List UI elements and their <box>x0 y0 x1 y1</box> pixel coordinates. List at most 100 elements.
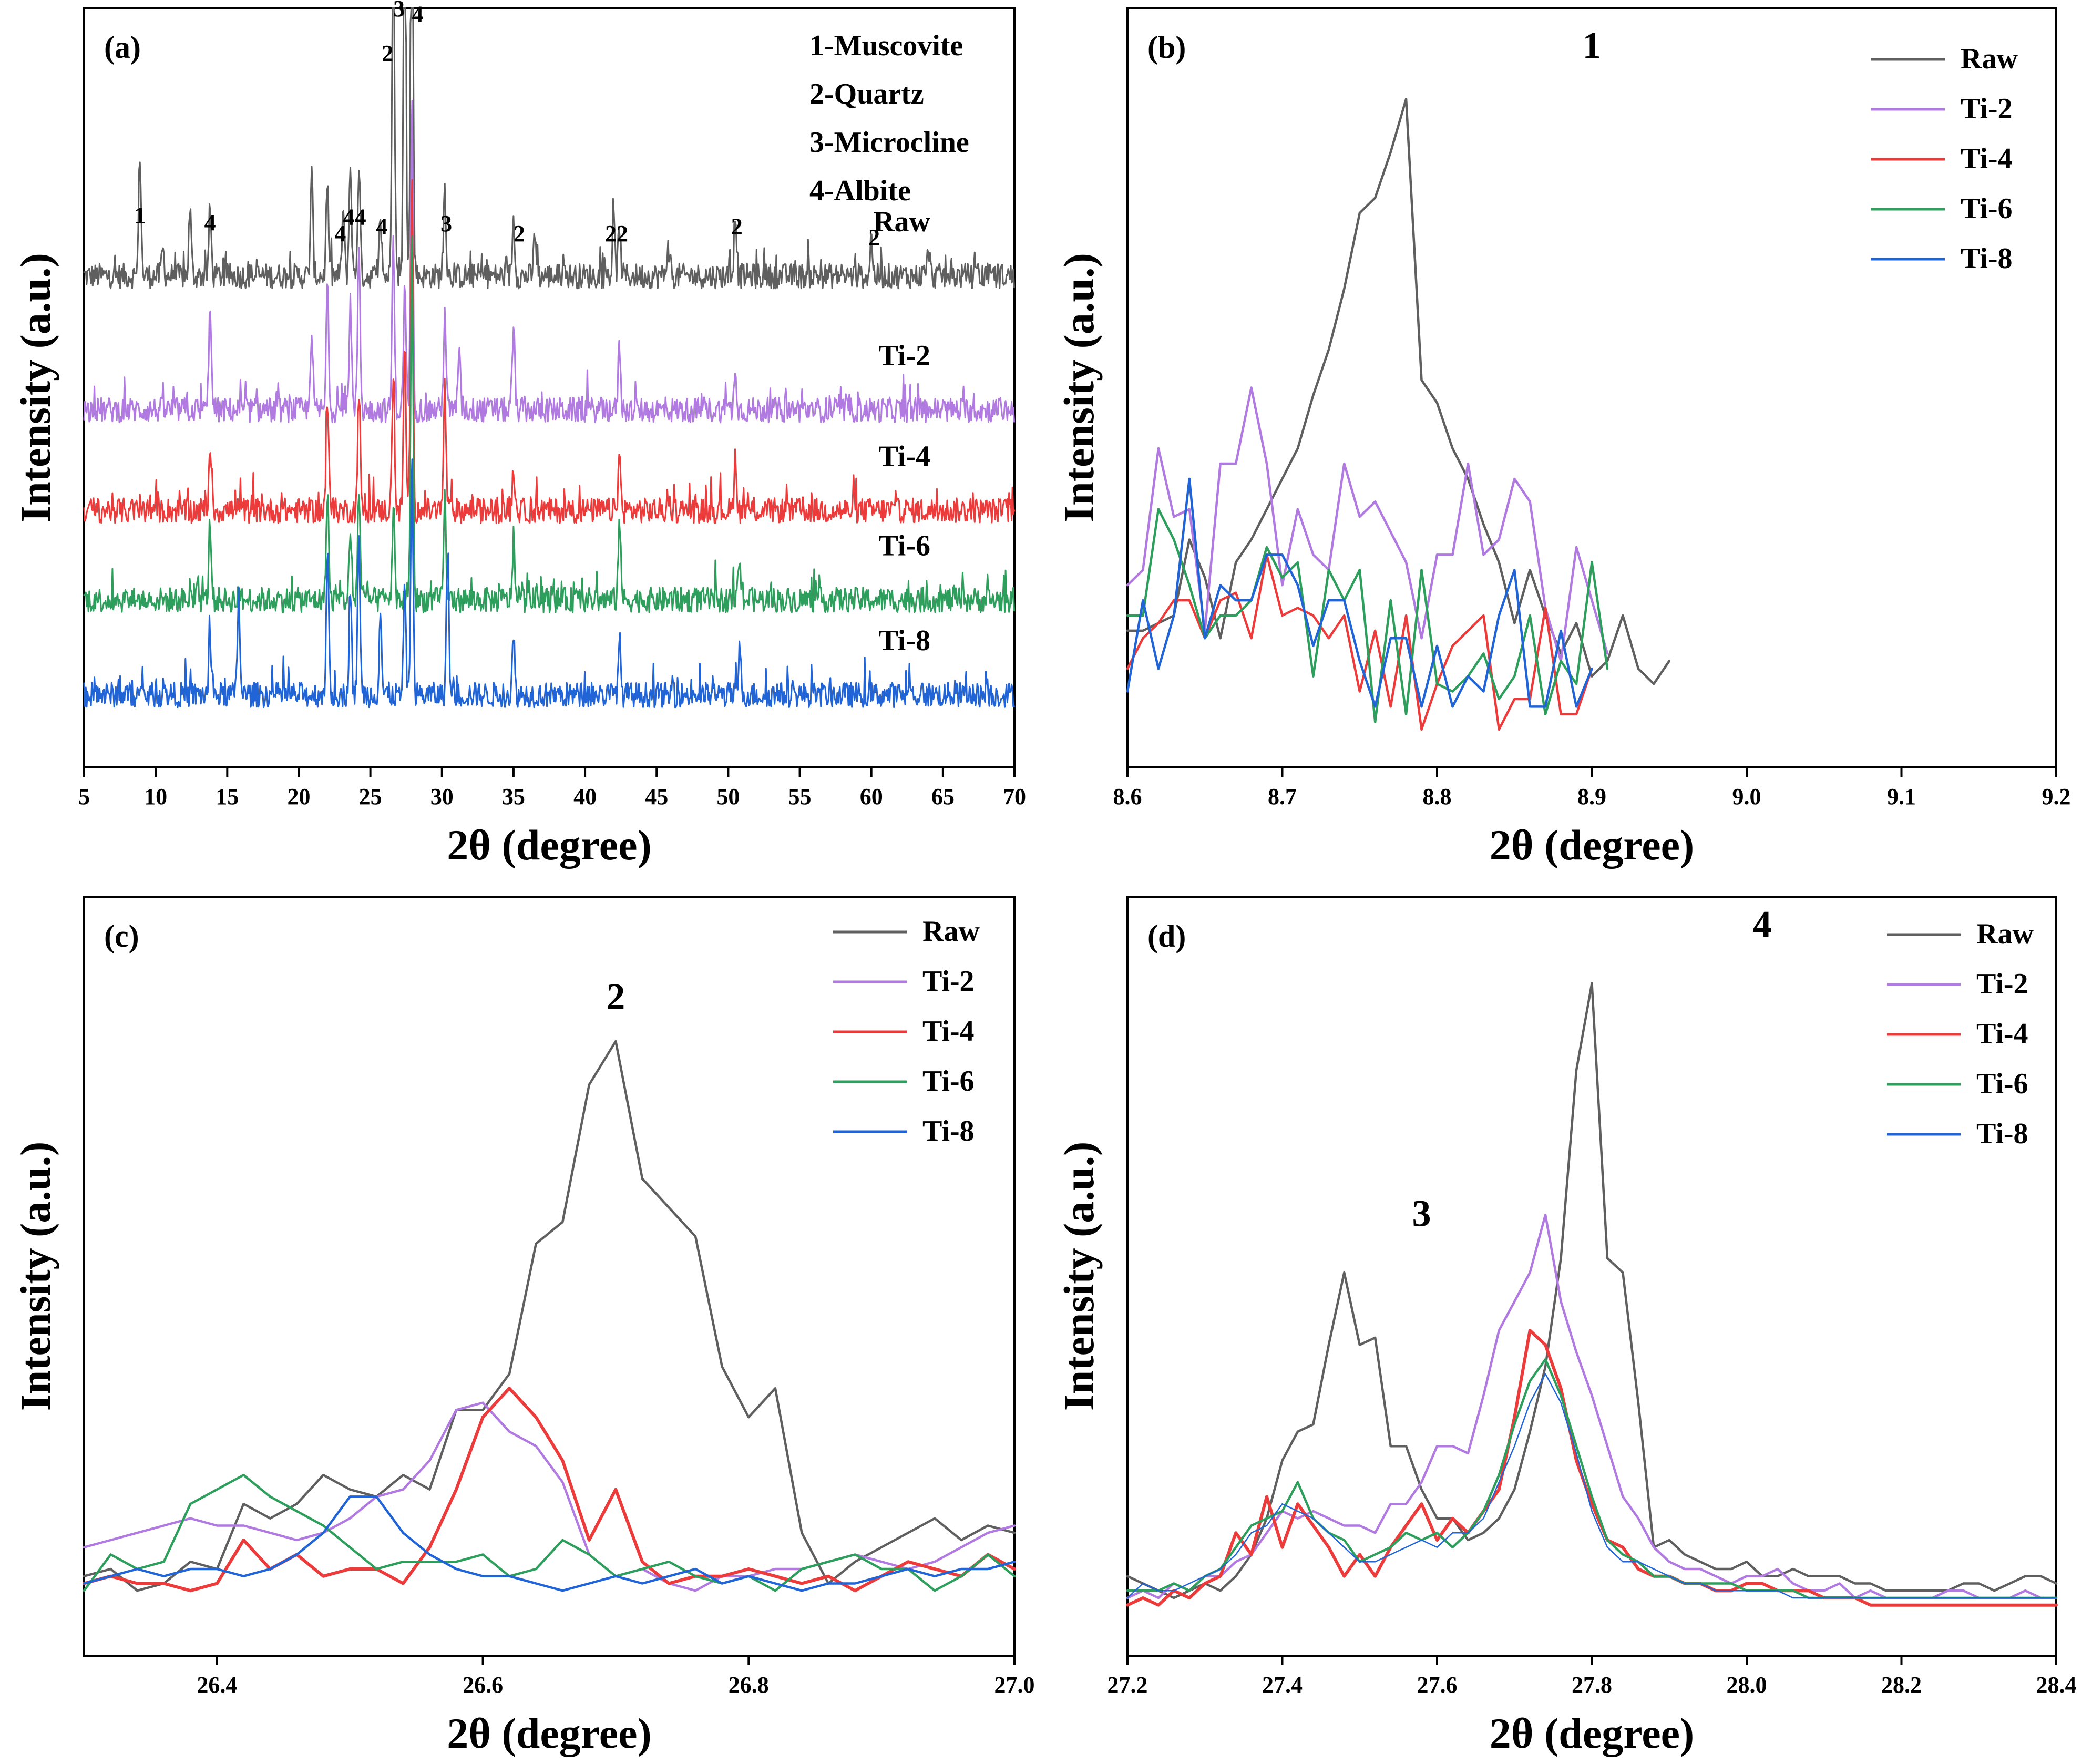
series-line-raw <box>1126 982 2058 1599</box>
series-line-raw <box>83 1040 1016 1592</box>
phase-legend-item: 2-Quartz <box>809 78 924 110</box>
x-axis-title: 2θ (degree) <box>1490 1709 1695 1757</box>
x-tick-label: 50 <box>716 784 740 809</box>
x-tick-label: 8.7 <box>1268 784 1297 809</box>
pattern-label-ti-8: Ti-8 <box>878 624 930 657</box>
legend-label-ti-6: Ti-6 <box>1961 192 2013 225</box>
pattern-line-ti-2 <box>83 99 1015 424</box>
pattern-label-ti-2: Ti-2 <box>878 340 930 372</box>
x-axis-title: 2θ (degree) <box>447 821 652 869</box>
peak-annotation: 22 <box>605 221 628 247</box>
x-tick-label: 65 <box>931 784 955 809</box>
peak-annotation: 2 <box>514 221 525 247</box>
pattern-label-raw: Raw <box>873 206 930 238</box>
legend-label-ti-8: Ti-8 <box>1976 1117 2028 1150</box>
peak-annotation: 2 <box>382 40 393 66</box>
x-tick-label: 26.4 <box>197 1672 237 1698</box>
legend-label-ti-2: Ti-2 <box>922 965 975 998</box>
x-tick-label: 27.6 <box>1417 1672 1458 1698</box>
legend-label-raw: Raw <box>1976 918 2034 950</box>
phase-legend-item: 1-Muscovite <box>809 29 963 62</box>
legend-label-ti-6: Ti-6 <box>922 1065 975 1098</box>
x-tick-label: 26.8 <box>729 1672 769 1698</box>
x-tick-label: 35 <box>502 784 525 809</box>
panel-frame <box>83 7 1016 768</box>
peak-annotation: 4 <box>412 2 423 27</box>
peak-annotation: 4 <box>334 221 346 247</box>
legend-label-ti-2: Ti-2 <box>1961 93 2013 125</box>
peak-label: 1 <box>1583 25 1602 67</box>
legend-label-raw: Raw <box>922 915 980 948</box>
y-axis-title: Intensity (a.u.) <box>1055 253 1103 522</box>
x-tick-label: 28.2 <box>1881 1672 1922 1698</box>
panel-a: 5 10 15 20 25 30 35 40 45 50 55 60 65 70 2θ (degree) In… <box>12 0 1026 869</box>
series-line-ti-8 <box>1126 477 1593 708</box>
peak-annotation: 3 <box>440 211 452 237</box>
x-tick-label: 30 <box>430 784 454 809</box>
legend-label-ti-8: Ti-8 <box>922 1115 975 1147</box>
panel-label: (d) <box>1147 919 1186 953</box>
x-tick-label: 10 <box>144 784 167 809</box>
panel-label: (a) <box>104 30 141 65</box>
y-axis-title: Intensity (a.u.) <box>12 1142 59 1411</box>
x-tick-label: 8.9 <box>1577 784 1606 809</box>
panel-label: (b) <box>1147 30 1186 65</box>
x-tick-label: 5 <box>78 784 90 809</box>
peak-annotation: 4 <box>204 210 216 235</box>
peak-annotation: 3 <box>393 0 405 22</box>
series-line-ti-4 <box>1126 1329 2058 1607</box>
x-tick-label: 8.6 <box>1113 784 1142 809</box>
x-tick-label: 8.8 <box>1423 784 1452 809</box>
series-line-ti-8 <box>83 1495 1016 1592</box>
peak-annotation: 2 <box>868 225 880 251</box>
x-tick-label: 9.0 <box>1732 784 1761 809</box>
x-tick-label: 27.0 <box>994 1672 1035 1698</box>
legend-label-raw: Raw <box>1961 43 2018 75</box>
panel-label: (c) <box>104 919 139 953</box>
x-tick-label: 28.0 <box>1727 1672 1767 1698</box>
y-axis-title: Intensity (a.u.) <box>12 253 59 522</box>
legend-label-ti-2: Ti-2 <box>1976 968 2028 1000</box>
x-tick-label: 15 <box>216 784 239 809</box>
x-tick-label: 70 <box>1003 784 1026 809</box>
x-tick-label: 60 <box>860 784 883 809</box>
pattern-line-raw <box>83 7 1015 290</box>
x-axis-title: 2θ (degree) <box>1490 821 1695 869</box>
x-tick-label: 45 <box>645 784 668 809</box>
panel-c: 26.4 26.6 26.8 27.0 2θ (degree) Intensity (a.… <box>12 896 1035 1757</box>
y-axis-title: Intensity (a.u.) <box>1055 1142 1103 1411</box>
legend-label-ti-4: Ti-4 <box>1976 1018 2028 1050</box>
panel-b: 8.6 8.7 8.8 8.9 9.0 9.1 9.2 2θ (degree) Intensit… <box>1055 7 2071 869</box>
peak-annotation: 4 <box>376 213 387 239</box>
x-tick-label: 25 <box>359 784 382 809</box>
panel-d: 27.2 27.4 27.6 27.8 28.0 28.2 28.4 2θ (degree) I… <box>1055 896 2077 1757</box>
x-tick-label: 40 <box>573 784 597 809</box>
legend-label-ti-8: Ti-8 <box>1961 242 2013 275</box>
series-line-raw <box>1126 98 1670 685</box>
peak-label: 4 <box>1752 903 1771 945</box>
series-line-ti-6 <box>1126 508 1609 723</box>
x-tick-label: 28.4 <box>2036 1672 2077 1698</box>
panel-frame <box>83 896 1016 1657</box>
x-tick-label: 27.4 <box>1262 1672 1303 1698</box>
phase-legend-item: 4-Albite <box>809 175 911 207</box>
x-tick-label: 27.2 <box>1107 1672 1148 1698</box>
peak-annotation: 44 <box>343 204 366 230</box>
phase-legend-item: 3-Microcline <box>809 126 969 159</box>
peak-annotation: 1 <box>134 202 146 228</box>
x-tick-label: 26.6 <box>463 1672 503 1698</box>
x-tick-label: 20 <box>287 784 310 809</box>
x-tick-label: 27.8 <box>1572 1672 1612 1698</box>
legend-label-ti-6: Ti-6 <box>1976 1068 2028 1100</box>
pattern-label-ti-4: Ti-4 <box>878 440 930 473</box>
pattern-line-ti-4 <box>83 179 1015 524</box>
pattern-label-ti-6: Ti-6 <box>878 529 930 562</box>
series-line-ti-2 <box>1126 386 1609 662</box>
x-tick-label: 55 <box>788 784 812 809</box>
peak-annotation: 2 <box>731 213 743 239</box>
series-line-ti-6 <box>83 1473 1016 1592</box>
x-axis-title: 2θ (degree) <box>447 1709 652 1757</box>
legend-label-ti-4: Ti-4 <box>1961 142 2013 175</box>
series-line-ti-4 <box>83 1387 1016 1593</box>
